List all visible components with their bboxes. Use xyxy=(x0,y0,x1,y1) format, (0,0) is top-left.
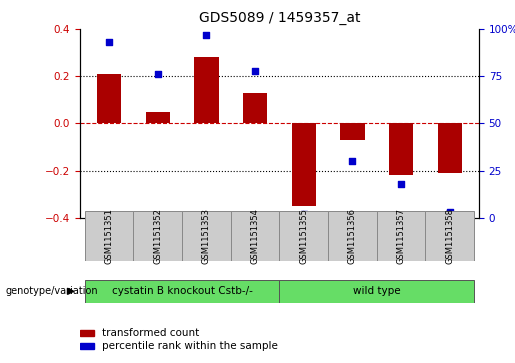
Text: wild type: wild type xyxy=(353,286,401,296)
Bar xyxy=(438,123,462,173)
Text: genotype/variation: genotype/variation xyxy=(5,286,98,296)
Bar xyxy=(133,211,182,261)
Text: GSM1151352: GSM1151352 xyxy=(153,208,162,264)
Text: GSM1151357: GSM1151357 xyxy=(397,208,406,264)
Bar xyxy=(243,93,267,123)
Point xyxy=(300,211,308,217)
Point xyxy=(348,158,356,164)
Bar xyxy=(340,123,365,140)
Bar xyxy=(280,280,474,303)
Bar xyxy=(80,343,94,349)
Bar xyxy=(194,57,218,123)
Text: GSM1151356: GSM1151356 xyxy=(348,208,357,264)
Point xyxy=(445,209,454,215)
Bar xyxy=(291,123,316,206)
Bar xyxy=(80,330,94,336)
Bar xyxy=(328,211,377,261)
Text: GSM1151351: GSM1151351 xyxy=(105,208,113,264)
Bar xyxy=(182,211,231,261)
Bar xyxy=(84,280,280,303)
Text: transformed count: transformed count xyxy=(102,328,199,338)
Bar xyxy=(97,74,121,123)
Bar xyxy=(146,111,170,123)
Bar xyxy=(280,211,328,261)
Text: cystatin B knockout Cstb-/-: cystatin B knockout Cstb-/- xyxy=(112,286,252,296)
Point xyxy=(251,68,259,73)
Title: GDS5089 / 1459357_at: GDS5089 / 1459357_at xyxy=(199,11,360,25)
Text: percentile rank within the sample: percentile rank within the sample xyxy=(102,341,278,351)
Point xyxy=(105,39,113,45)
Text: GSM1151358: GSM1151358 xyxy=(445,208,454,264)
Bar xyxy=(389,123,413,175)
Point xyxy=(397,181,405,187)
Bar xyxy=(84,211,133,261)
Text: GSM1151355: GSM1151355 xyxy=(299,208,308,264)
Bar xyxy=(231,211,280,261)
Text: GSM1151354: GSM1151354 xyxy=(251,208,260,264)
Point xyxy=(202,32,211,38)
Bar xyxy=(377,211,425,261)
Polygon shape xyxy=(67,288,74,294)
Text: GSM1151353: GSM1151353 xyxy=(202,208,211,264)
Bar xyxy=(425,211,474,261)
Point xyxy=(153,72,162,77)
